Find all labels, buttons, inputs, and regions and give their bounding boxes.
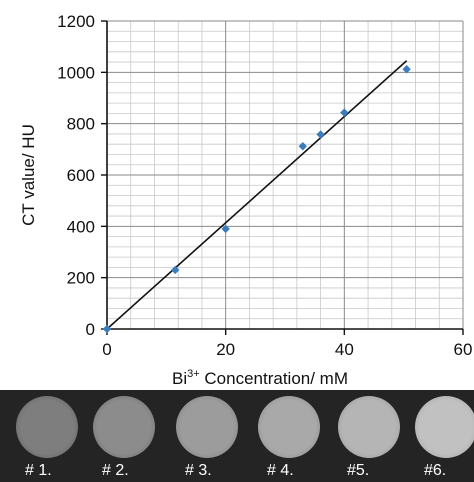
x-axis-title-prefix: Bi (172, 369, 187, 388)
trendline-layer (106, 60, 408, 330)
sample-well (93, 396, 155, 458)
x-tick-label: 40 (335, 340, 354, 359)
x-tick-label: 60 (454, 340, 473, 359)
ct-calibration-chart: 0 20 40 60 0 200 400 600 800 1000 1200 CT value/ … (19, 12, 472, 388)
y-tick-labels: 0 200 400 600 800 1000 1200 (57, 12, 95, 339)
sample-label: #6. (424, 462, 447, 479)
x-tick-label: 20 (216, 340, 235, 359)
y-tick-label: 0 (86, 320, 95, 339)
sample-label: # 4. (267, 462, 294, 479)
sample-label: # 3. (185, 462, 212, 479)
ct-phantom-image-strip: # 1. # 2. # 3. # 4. #5. #6. (0, 390, 474, 482)
data-point (298, 142, 307, 151)
x-axis-title-suffix: Concentration/ mM (200, 369, 348, 388)
data-point (340, 108, 349, 117)
sample-label: # 1. (25, 462, 52, 479)
data-point (171, 265, 180, 275)
data-point (102, 324, 112, 334)
sample-label: # 2. (102, 462, 129, 479)
data-points (102, 65, 411, 334)
x-axis-title: Bi3+ Concentration/ mM (172, 368, 348, 388)
sample-well (415, 396, 474, 458)
x-axis-title-sup: 3+ (187, 368, 200, 380)
sample-well (16, 396, 78, 458)
y-tick-label: 600 (67, 166, 95, 185)
y-tick-label: 1200 (57, 12, 95, 31)
sample-well (176, 396, 238, 458)
y-tick-label: 1000 (57, 63, 95, 82)
data-point (221, 224, 230, 234)
data-point (316, 130, 325, 139)
x-tick-labels: 0 20 40 60 (102, 340, 472, 359)
major-grid (106, 20, 464, 330)
trendline (106, 60, 408, 330)
sample-well (338, 396, 400, 458)
sample-well (258, 396, 320, 458)
x-tick-label: 0 (102, 340, 111, 359)
data-point (402, 65, 411, 74)
y-tick-label: 200 (67, 269, 95, 288)
y-tick-label: 400 (67, 217, 95, 236)
sample-label: #5. (347, 462, 370, 479)
y-tick-label: 800 (67, 115, 95, 134)
y-axis-title: CT value/ HU (19, 124, 38, 226)
